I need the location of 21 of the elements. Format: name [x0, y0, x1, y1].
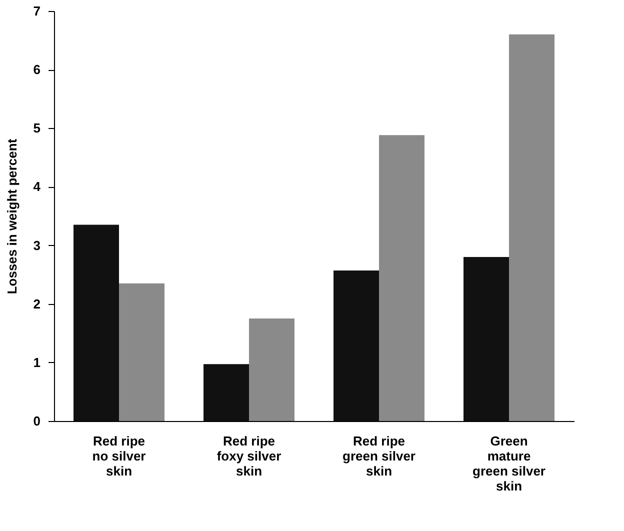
- bar: [119, 283, 164, 421]
- x-tick-label: Red ripe foxy silver skin: [216, 434, 282, 478]
- y-tick-label: 6: [33, 62, 40, 78]
- bar: [204, 364, 249, 421]
- bar: [334, 270, 379, 421]
- y-axis-title: Losses in weight percent: [4, 138, 20, 294]
- y-tick-label: 3: [33, 238, 40, 253]
- y-tick-label: 4: [33, 179, 42, 194]
- x-tick-label: Green mature green silver skin: [472, 434, 546, 494]
- bar: [464, 257, 509, 421]
- y-tick-label: 0: [33, 414, 40, 428]
- x-tick-label: Red ripe green silver skin: [342, 434, 416, 478]
- bar: [379, 135, 424, 421]
- bar: [74, 224, 119, 421]
- x-tick-label: Red ripe no silver skin: [92, 434, 146, 478]
- y-tick-label: 1: [33, 354, 40, 370]
- y-tick-label: 2: [33, 296, 40, 312]
- bar: [249, 318, 294, 421]
- y-tick-label: 5: [33, 120, 40, 136]
- y-tick-label: 7: [33, 4, 40, 18]
- bar: [509, 34, 554, 421]
